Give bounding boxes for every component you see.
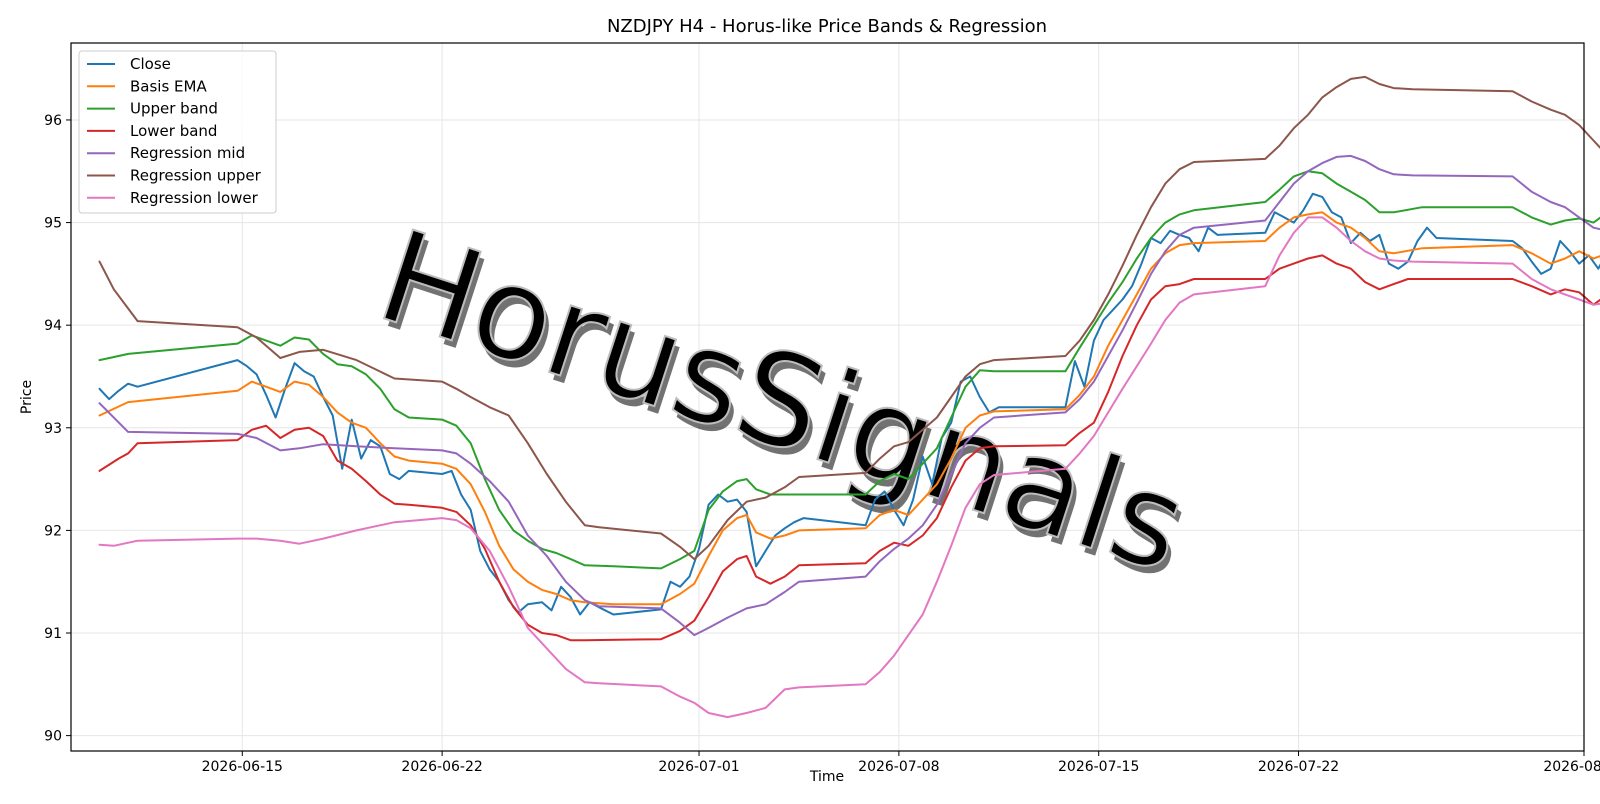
y-axis-label: Price <box>19 380 35 414</box>
y-tick-label: 91 <box>44 626 62 642</box>
x-tick-label: 2026-06-22 <box>401 759 482 775</box>
y-tick-label: 96 <box>44 113 62 129</box>
y-tick-label: 90 <box>44 729 62 745</box>
x-axis-label: Time <box>809 769 844 785</box>
y-tick-label: 93 <box>44 421 62 437</box>
legend-label-close: Close <box>130 55 171 73</box>
legend: Close Basis EMA Upper band Lower band Regres… <box>79 51 276 213</box>
y-tick-label: 92 <box>44 523 62 539</box>
x-tick-label: 2026-07-22 <box>1258 759 1339 775</box>
legend-label-lower-band: Lower band <box>130 122 217 140</box>
legend-label-regression-upper: Regression upper <box>130 167 262 185</box>
x-tick-label: 2026-07-08 <box>858 759 939 775</box>
x-tick-label: 2026-08-01 <box>1543 759 1600 775</box>
legend-label-upper-band: Upper band <box>130 100 218 118</box>
x-tick-label: 2026-07-01 <box>658 759 739 775</box>
legend-label-regression-mid: Regression mid <box>130 144 245 162</box>
y-tick-label: 95 <box>44 216 62 232</box>
x-tick-label: 2026-06-15 <box>202 759 283 775</box>
x-tick-label: 2026-07-15 <box>1058 759 1139 775</box>
chart-title: NZDJPY H4 - Horus-like Price Bands & Reg… <box>607 16 1047 37</box>
y-tick-label: 94 <box>44 318 62 334</box>
legend-label-basis-ema: Basis EMA <box>130 77 207 95</box>
legend-label-regression-lower: Regression lower <box>130 189 259 207</box>
